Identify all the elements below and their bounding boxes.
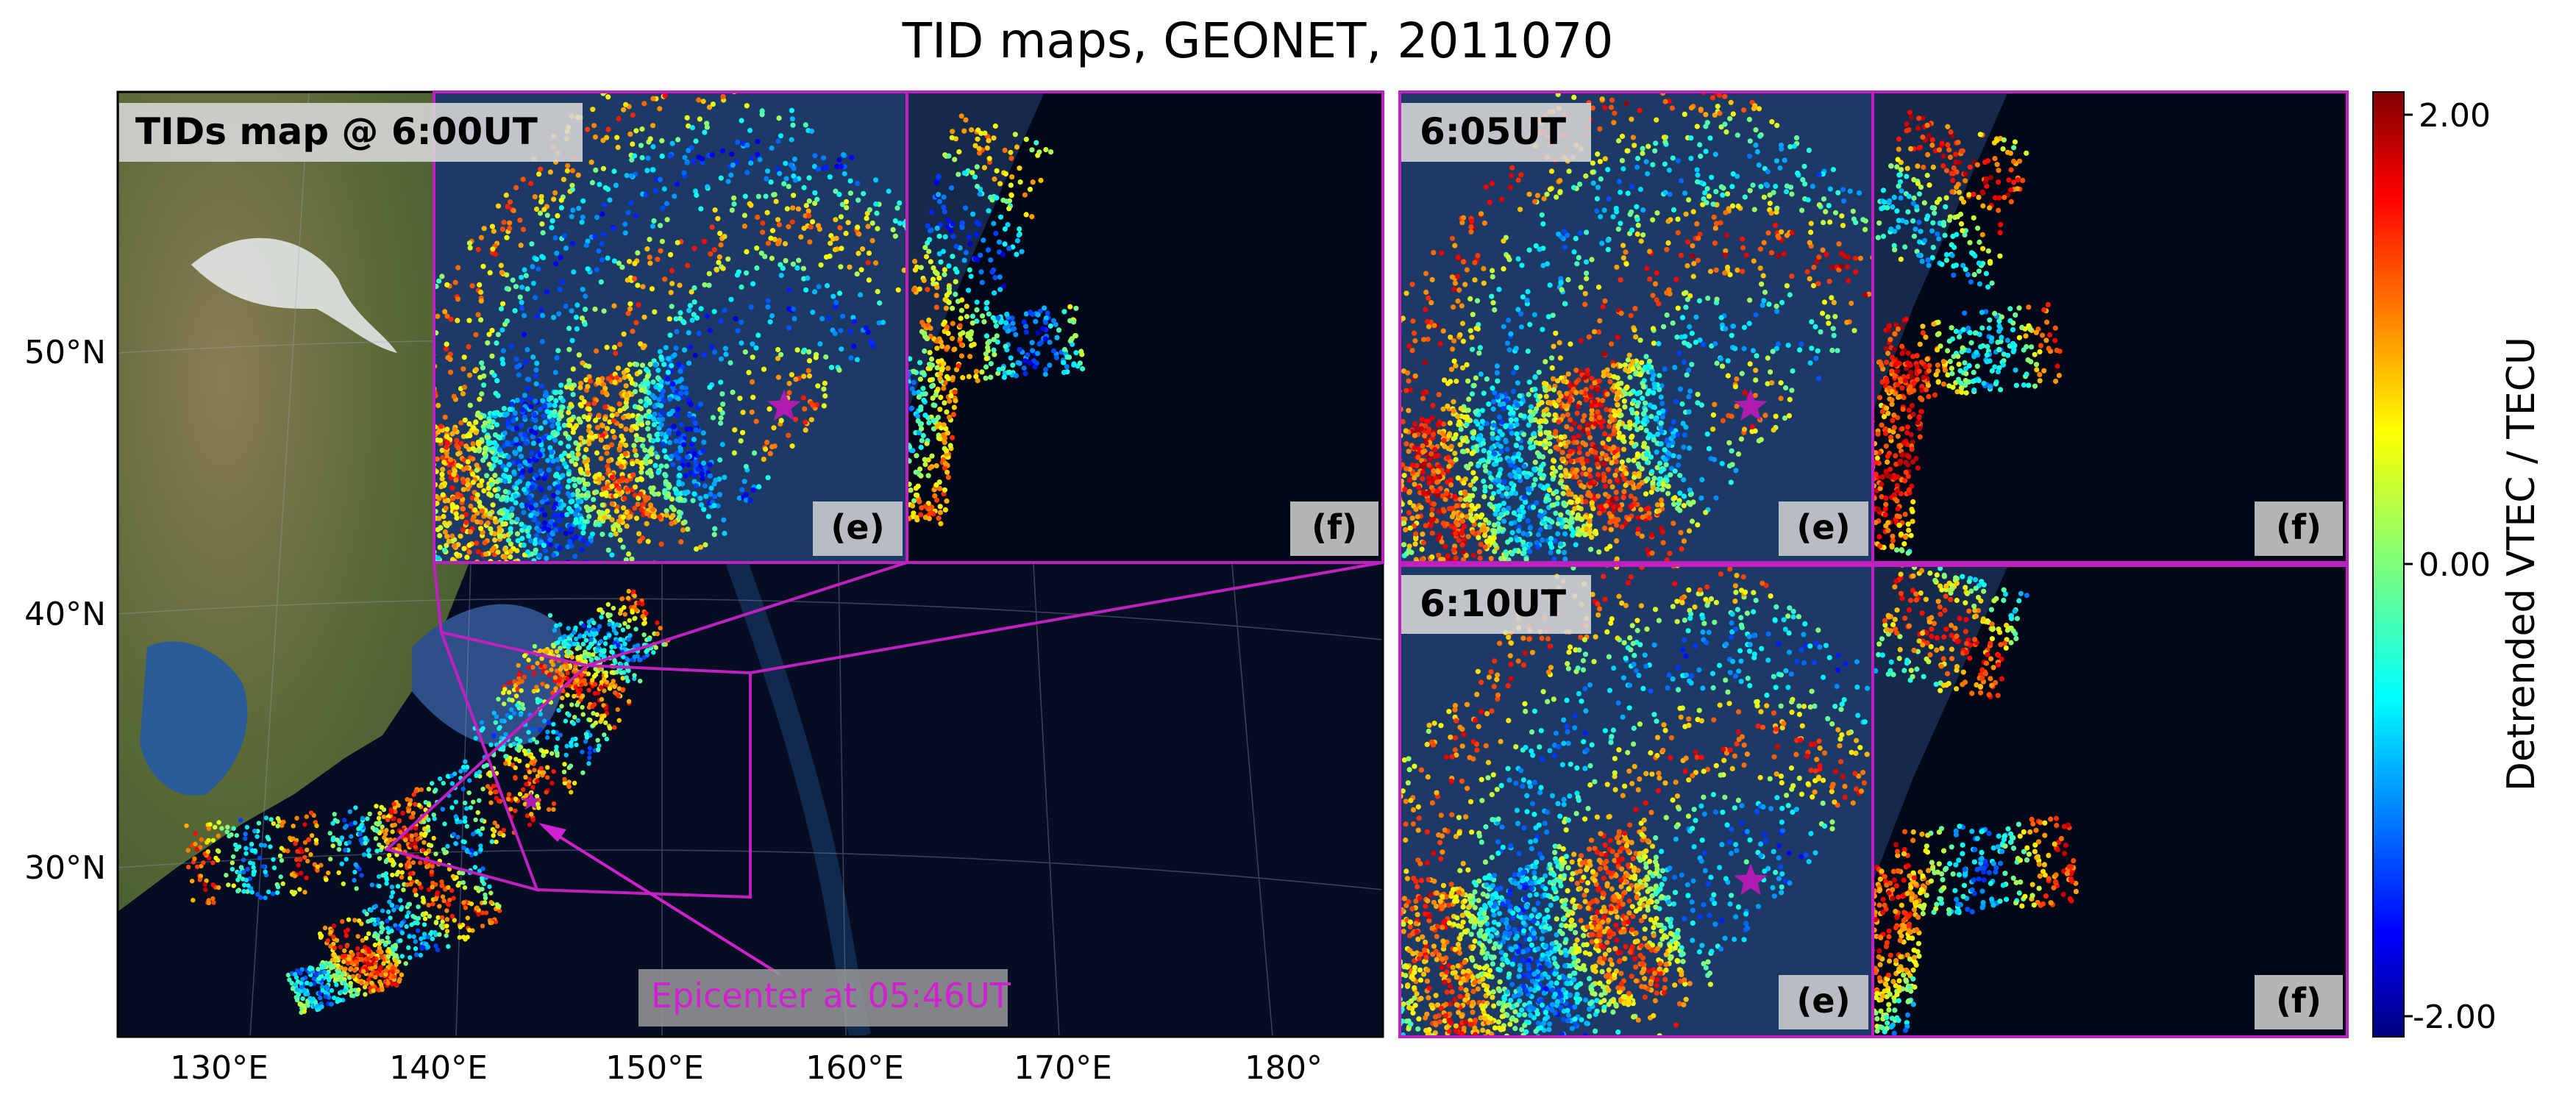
panel-605-label: 6:05UT xyxy=(1420,110,1566,153)
inset-f-main xyxy=(894,92,1383,563)
figure-title: TID maps, GEONET, 2011070 xyxy=(902,13,1614,69)
panel-610-f-label: (f) xyxy=(2276,981,2321,1021)
lat-tick-labels: 50°N 40°N 30°N xyxy=(24,334,106,887)
panel-610: 6:10UT (e) (f) xyxy=(1312,485,2347,1107)
colorbar-tick-zero: 0.00 xyxy=(2419,546,2491,584)
lon-tick-150: 150°E xyxy=(605,1049,704,1087)
inset-e-label: (e) xyxy=(830,507,884,547)
main-map: (e) (f) TIDs map @ 6:00UT Epicenter at 0… xyxy=(24,11,1383,1087)
inset-e-label-box: (e) xyxy=(813,501,903,556)
panel-605-e-label: (e) xyxy=(1796,507,1850,547)
colorbar-tick-max: 2.00 xyxy=(2419,97,2491,135)
lon-tick-170: 170°E xyxy=(1014,1049,1112,1087)
lon-tick-labels: 130°E 140°E 150°E 160°E 170°E 180° xyxy=(170,1049,1323,1087)
colorbar-tick-min: -2.00 xyxy=(2413,999,2497,1036)
colorbar-gradient xyxy=(2373,92,2404,1037)
inset-f-label-box: (f) xyxy=(1290,501,1378,556)
lat-tick-50: 50°N xyxy=(24,334,106,371)
lat-tick-30: 30°N xyxy=(24,849,106,887)
inset-f-label: (f) xyxy=(1312,507,1357,547)
main-map-label: TIDs map @ 6:00UT xyxy=(135,110,538,153)
panel-610-label: 6:10UT xyxy=(1420,582,1566,625)
lon-tick-140: 140°E xyxy=(389,1049,488,1087)
lon-tick-130: 130°E xyxy=(170,1049,268,1087)
panel-610-e-label: (e) xyxy=(1796,981,1850,1021)
colorbar: 2.00 0.00 -2.00 Detrended VTEC / TECU xyxy=(2373,92,2544,1037)
panel-605: 6:05UT (e) (f) xyxy=(1330,15,2347,633)
lon-tick-160: 160°E xyxy=(805,1049,904,1087)
colorbar-label: Detrended VTEC / TECU xyxy=(2499,337,2544,791)
lat-tick-40: 40°N xyxy=(24,596,106,633)
lon-tick-180: 180° xyxy=(1245,1049,1323,1087)
panel-605-f-label: (f) xyxy=(2276,507,2321,547)
epicenter-label: Epicenter at 05:46UT xyxy=(651,976,1011,1015)
